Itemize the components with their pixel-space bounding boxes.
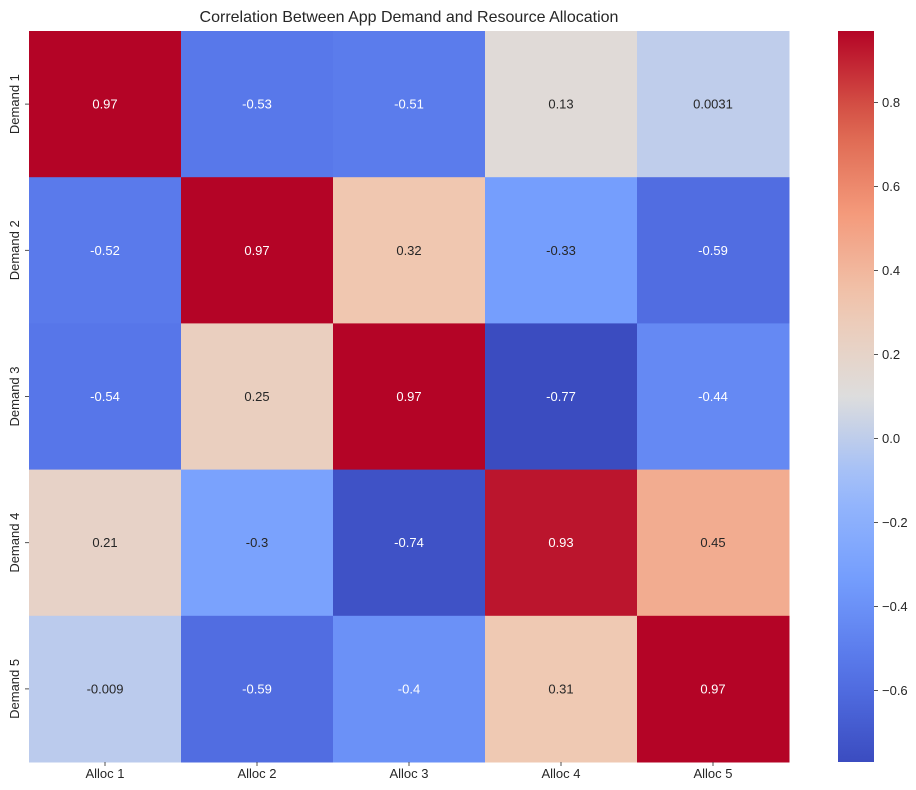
cell-value-label: 0.97 (92, 97, 117, 112)
colorbar-tick-label: 0.8 (882, 95, 900, 110)
chart-title: Correlation Between App Demand and Resou… (200, 9, 619, 26)
cell-value-label: 0.32 (396, 243, 421, 258)
colorbar-tick-label: 0.2 (882, 347, 900, 362)
x-tick-label: Alloc 4 (541, 766, 580, 781)
colorbar-tick-label: 0.0 (882, 431, 900, 446)
heatmap-cell (637, 177, 790, 324)
cell-value-label: -0.51 (394, 97, 424, 112)
heatmap-cell-labels: 0.97 -0.53 -0.51 0.13 0.0031 -0.52 0.97 0.32 -0.… (87, 97, 733, 697)
heatmap-cell (637, 615, 790, 763)
cell-value-label: -0.54 (90, 389, 120, 404)
heatmap-cell (181, 31, 334, 178)
heatmap-cell (637, 31, 790, 178)
y-tick-label: Demand 3 (7, 367, 22, 427)
cell-value-label: 0.45 (700, 535, 725, 550)
cell-value-label: 0.97 (244, 243, 269, 258)
heatmap-cell (181, 177, 334, 324)
heatmap-cell (333, 177, 486, 324)
heatmap-cell (29, 469, 182, 617)
heatmap-cell (637, 469, 790, 617)
cell-value-label: 0.0031 (693, 97, 733, 112)
cell-value-label: 0.13 (548, 97, 573, 112)
colorbar-tick-label: −0.6 (882, 683, 908, 698)
cell-value-label: -0.009 (87, 681, 124, 696)
cell-value-label: 0.31 (548, 681, 573, 696)
colorbar-tick-label: −0.2 (882, 515, 908, 530)
heatmap-cell (29, 31, 182, 178)
heatmap-cell (637, 323, 790, 471)
y-tick-label: Demand 5 (7, 659, 22, 719)
heatmap-cell (485, 615, 638, 763)
x-tick-label: Alloc 1 (85, 766, 124, 781)
cell-value-label: 0.97 (396, 389, 421, 404)
heatmap-cell (181, 469, 334, 617)
heatmap-cell (181, 323, 334, 471)
cell-value-label: -0.77 (546, 389, 576, 404)
heatmap-cell (485, 31, 638, 178)
cell-value-label: 0.93 (548, 535, 573, 550)
y-axis-ticks: Demand 1 Demand 2 Demand 3 Demand 4 Demand 5 (7, 74, 29, 719)
colorbar-tick-label: 0.4 (882, 263, 900, 278)
heatmap-cell (485, 323, 638, 471)
heatmap-cell (29, 323, 182, 471)
cell-value-label: -0.33 (546, 243, 576, 258)
cell-value-label: -0.53 (242, 97, 272, 112)
heatmap-cell (29, 615, 182, 763)
colorbar: 0.8 0.6 0.4 0.2 0.0 −0.2 −0.4 −0.6 (838, 31, 908, 762)
x-tick-label: Alloc 5 (693, 766, 732, 781)
cell-value-label: 0.97 (700, 681, 725, 696)
y-tick-label: Demand 1 (7, 74, 22, 134)
colorbar-tick-label: −0.4 (882, 599, 908, 614)
heatmap-cell (485, 177, 638, 324)
heatmap-cell (181, 615, 334, 763)
y-tick-label: Demand 2 (7, 220, 22, 280)
heatmap-cell (485, 469, 638, 617)
cell-value-label: 0.21 (92, 535, 117, 550)
heatmap-cell (333, 31, 486, 178)
heatmap-cell (29, 177, 182, 324)
colorbar-gradient (838, 31, 874, 762)
heatmap-cell (333, 615, 486, 763)
cell-value-label: -0.59 (242, 681, 272, 696)
heatmap-cell (333, 469, 486, 617)
cell-value-label: -0.44 (698, 389, 728, 404)
heatmap-cells (29, 31, 790, 763)
heatmap-cell (333, 323, 486, 471)
y-tick-label: Demand 4 (7, 513, 22, 573)
cell-value-label: -0.74 (394, 535, 424, 550)
cell-value-label: -0.3 (246, 535, 268, 550)
cell-value-label: -0.52 (90, 243, 120, 258)
x-axis-ticks: Alloc 1 Alloc 2 Alloc 3 Alloc 4 Alloc 5 (85, 762, 733, 781)
cell-value-label: -0.4 (398, 681, 420, 696)
x-tick-label: Alloc 3 (389, 766, 428, 781)
cell-value-label: 0.25 (244, 389, 269, 404)
x-tick-label: Alloc 2 (237, 766, 276, 781)
colorbar-tick-label: 0.6 (882, 179, 900, 194)
colorbar-ticks: 0.8 0.6 0.4 0.2 0.0 −0.2 −0.4 −0.6 (874, 95, 908, 698)
cell-value-label: -0.59 (698, 243, 728, 258)
